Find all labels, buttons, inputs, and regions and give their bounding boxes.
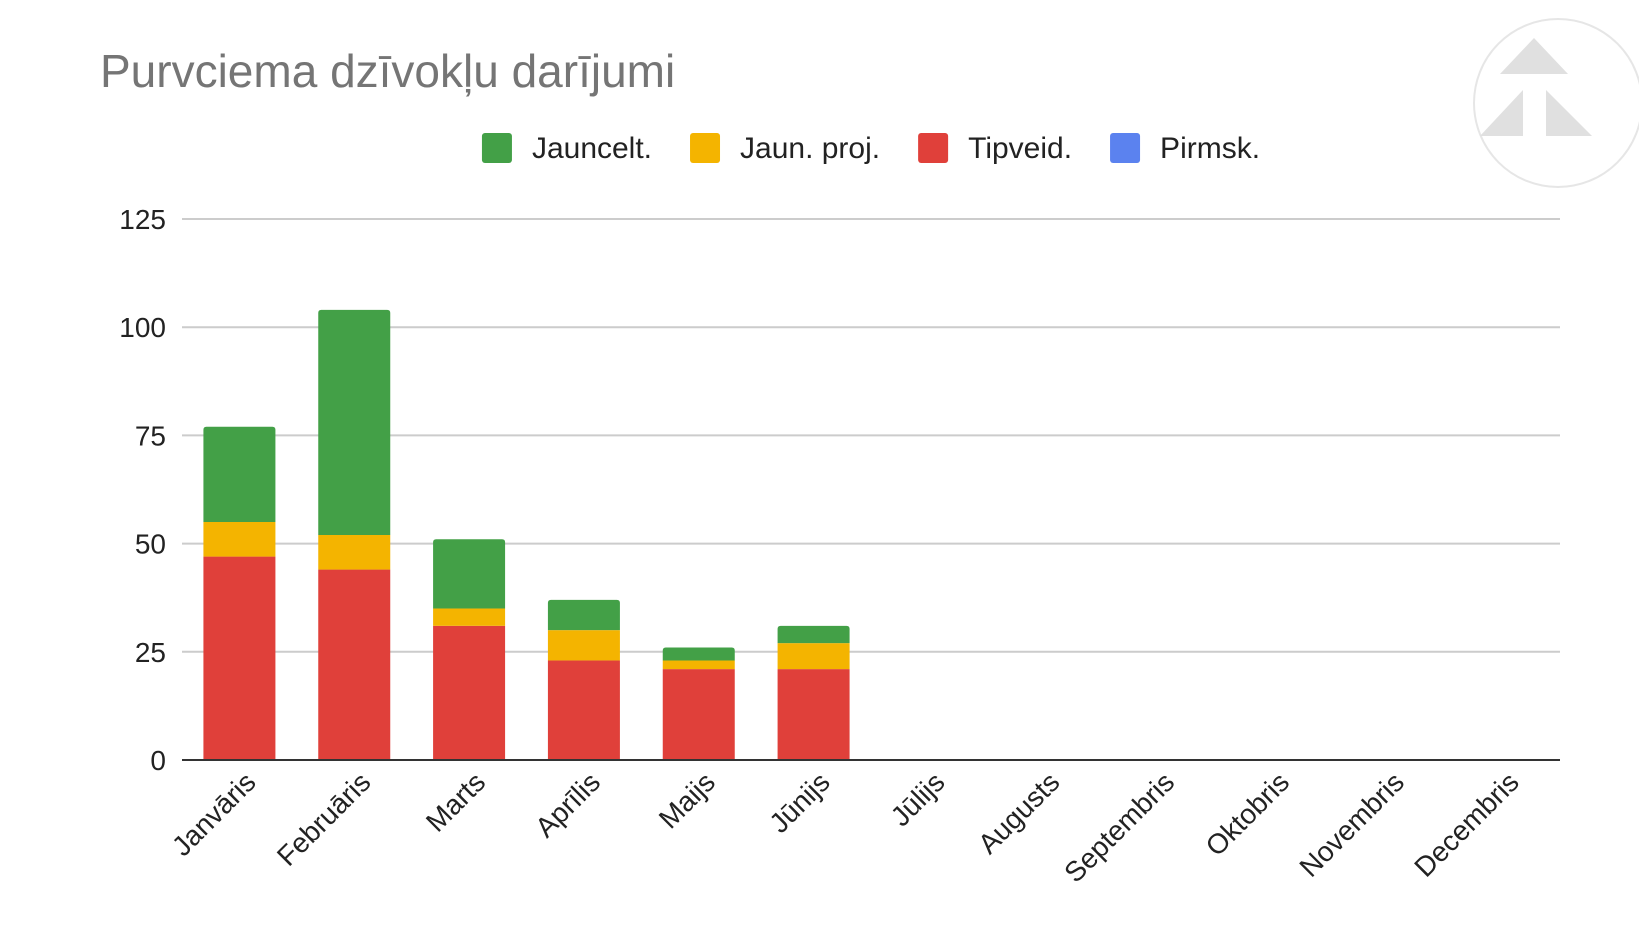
x-tick-label: Janvāris bbox=[166, 766, 262, 862]
y-tick-label: 125 bbox=[119, 204, 166, 235]
y-tick-label: 50 bbox=[135, 529, 166, 560]
x-tick-label: Februāris bbox=[271, 766, 377, 872]
bar-tipveid-februaris bbox=[318, 569, 391, 760]
bar-jauncelt-janvaris bbox=[203, 426, 276, 522]
x-tick-label: Decembris bbox=[1408, 766, 1525, 883]
bar-jauncelt-maijs bbox=[662, 647, 735, 661]
legend-label: Jaun. proj. bbox=[740, 132, 880, 165]
triangle-logo-icon bbox=[1473, 18, 1639, 188]
legend: Jauncelt. Jaun. proj. Tipveid. Pirmsk. bbox=[481, 132, 1260, 165]
x-tick-label: Augusts bbox=[972, 766, 1065, 859]
bar-tipveid-janvaris bbox=[203, 556, 276, 760]
bar-jauncelt-marts bbox=[433, 539, 506, 609]
bar-jaun-proj-janvaris bbox=[203, 521, 276, 557]
y-tick-label: 100 bbox=[119, 312, 166, 343]
bar-tipveid-aprilis bbox=[547, 660, 620, 760]
bar-tipveid-marts bbox=[433, 625, 506, 760]
legend-item-jauncelt: Jauncelt. bbox=[481, 132, 652, 165]
bar-jaun-proj-junijs bbox=[777, 643, 850, 670]
x-tick-label: Marts bbox=[420, 766, 491, 837]
legend-item-jaun-proj: Jaun. proj. bbox=[690, 132, 880, 165]
bar-jauncelt-aprilis bbox=[547, 599, 620, 631]
x-tick-label: Jūnijs bbox=[763, 766, 836, 839]
bar-jaun-proj-marts bbox=[433, 608, 506, 626]
chart-title: Purvciema dzīvokļu darījumi bbox=[100, 45, 675, 97]
legend-label: Pirmsk. bbox=[1160, 132, 1260, 165]
gridlines bbox=[182, 218, 1560, 653]
x-tick-label: Maijs bbox=[653, 766, 721, 834]
legend-swatch bbox=[918, 133, 949, 163]
y-axis-ticks: 0 25 50 75 100 125 bbox=[119, 204, 166, 776]
legend-swatch bbox=[690, 133, 721, 163]
y-tick-label: 75 bbox=[135, 420, 166, 451]
bar-tipveid-junijs bbox=[777, 669, 850, 760]
bar-tipveid-maijs bbox=[662, 669, 735, 760]
y-tick-label: 0 bbox=[150, 745, 166, 776]
bars bbox=[203, 309, 850, 760]
legend-label: Jauncelt. bbox=[532, 132, 652, 165]
legend-swatch bbox=[1110, 133, 1141, 163]
legend-item-tipveid: Tipveid. bbox=[918, 132, 1072, 165]
x-tick-label: Aprīlis bbox=[529, 766, 606, 843]
x-tick-label: Jūlijs bbox=[885, 766, 951, 832]
x-tick-label: Novembris bbox=[1293, 766, 1410, 883]
bar-jaun-proj-aprilis bbox=[547, 630, 620, 661]
x-tick-label: Oktobris bbox=[1200, 766, 1296, 862]
y-tick-label: 25 bbox=[135, 637, 166, 668]
bar-jauncelt-februaris bbox=[318, 309, 391, 535]
legend-item-pirmsk: Pirmsk. bbox=[1110, 132, 1260, 165]
legend-label: Tipveid. bbox=[968, 132, 1072, 165]
legend-swatch bbox=[481, 133, 512, 163]
bar-jaun-proj-februaris bbox=[318, 534, 391, 570]
x-axis-ticks: Janvāris Februāris Marts Aprīlis Maijs Jūnijs… bbox=[166, 766, 1525, 888]
x-tick-label: Septembris bbox=[1058, 766, 1180, 888]
bar-jaun-proj-maijs bbox=[662, 660, 735, 670]
bar-jauncelt-junijs bbox=[777, 625, 850, 644]
